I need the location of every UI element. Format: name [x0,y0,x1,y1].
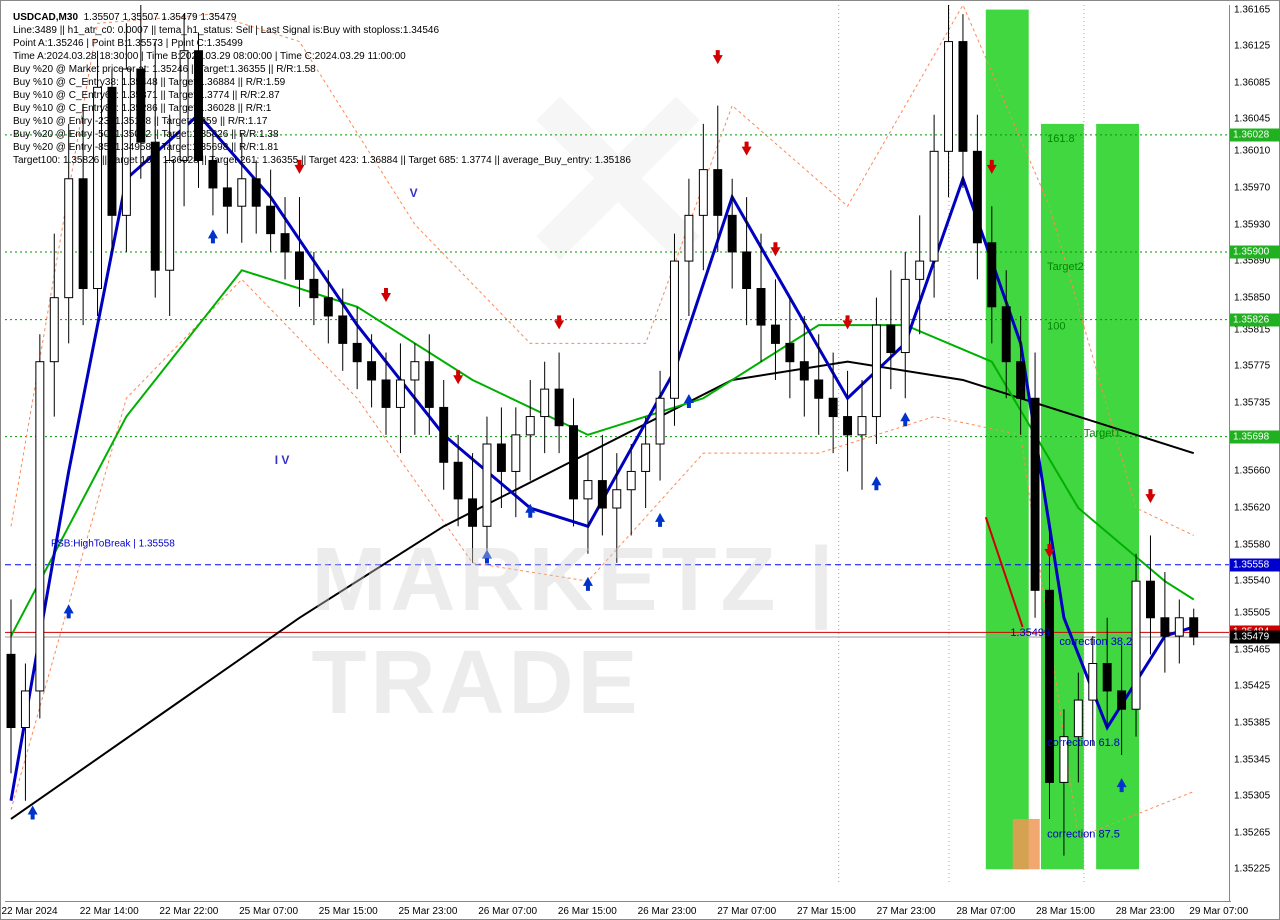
svg-text:Target1: Target1 [1084,428,1121,440]
chart-info-panel: USDCAD,M30 1.35507 1.35507 1.35479 1.354… [13,11,631,167]
svg-text:161.8: 161.8 [1047,133,1075,145]
time-axis: 22 Mar 202422 Mar 14:0022 Mar 22:0025 Ma… [5,901,1231,919]
svg-text:FSB:HighToBreak | 1.35558: FSB:HighToBreak | 1.35558 [51,538,175,549]
chart-plot-area[interactable]: ✕ MARKETZ | TRADE VI V161.8Target2100Tar… [5,5,1231,901]
price-axis: 1.361651.361251.360851.360451.360101.359… [1229,5,1279,901]
svg-text:Target2: Target2 [1047,261,1084,273]
svg-text:correction 87.5: correction 87.5 [1047,828,1120,840]
svg-text:correction 38.2: correction 38.2 [1059,636,1132,648]
svg-text:1.35499: 1.35499 [1010,627,1050,639]
svg-text:100: 100 [1047,321,1065,333]
trading-chart-window: ✕ MARKETZ | TRADE VI V161.8Target2100Tar… [0,0,1280,920]
svg-text:I V: I V [275,453,290,467]
svg-text:correction 61.8: correction 61.8 [1047,737,1120,749]
svg-text:V: V [410,186,418,200]
